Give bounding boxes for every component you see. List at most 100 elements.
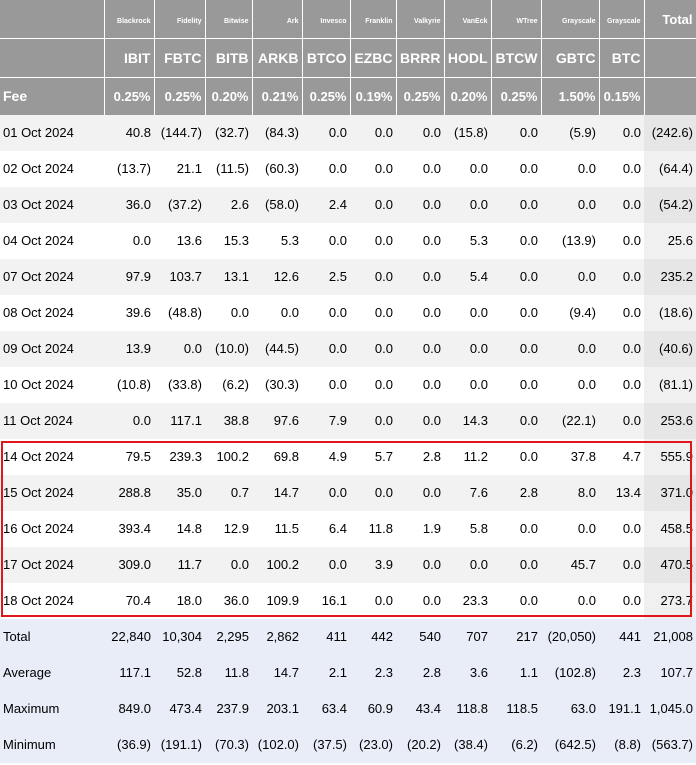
flow-cell: 0.0 (205, 546, 252, 583)
table-row: 16 Oct 2024 393.4 14.8 12.9 11.5 6.4 11.8 1.9 5.… (0, 510, 696, 547)
summary-cell: 63.0 (541, 690, 599, 727)
table-row: 10 Oct 2024 (10.8) (33.8) (6.2) (30.3) 0.0 0.0… (0, 366, 696, 403)
date-cell: 18 Oct 2024 (0, 582, 104, 619)
flow-cell: 13.1 (205, 258, 252, 295)
flow-cell: 0.0 (396, 330, 444, 367)
date-cell: 02 Oct 2024 (0, 150, 104, 187)
ticker-cell (644, 37, 696, 77)
flow-cell: 0.0 (599, 366, 644, 403)
ticker-cell: BTCW (491, 37, 542, 77)
flow-cell: 5.7 (350, 438, 396, 475)
flow-cell: 11.7 (154, 546, 205, 583)
issuer-cell: Franklin (350, 0, 397, 38)
fee-cell: 0.19% (350, 76, 397, 115)
flow-cell: 0.0 (252, 294, 302, 331)
flow-cell: 273.7 (644, 582, 696, 619)
flow-cell: 2.6 (205, 186, 252, 223)
summary-cell: 2.3 (599, 654, 644, 691)
ticker-cell: EZBC (350, 37, 397, 77)
flow-cell: (10.8) (104, 366, 154, 403)
summary-body: Total 22,840 10,304 2,295 2,862 411 442 540 707 2… (0, 618, 696, 763)
summary-cell: (102.8) (541, 654, 599, 691)
flow-cell: 0.0 (491, 258, 541, 295)
flow-cell: 0.0 (350, 366, 396, 403)
flow-cell: 0.0 (444, 366, 491, 403)
flow-cell: (48.8) (154, 294, 205, 331)
summary-label: Maximum (0, 690, 104, 727)
flow-cell: 0.0 (541, 510, 599, 547)
flow-cell: 371.0 (644, 474, 696, 511)
summary-cell: 1,045.0 (644, 690, 696, 727)
flow-cell: 309.0 (104, 546, 154, 583)
flow-cell: 79.5 (104, 438, 154, 475)
flow-cell: 2.5 (302, 258, 350, 295)
flow-cell: 0.0 (350, 186, 396, 223)
summary-cell: (38.4) (444, 726, 491, 763)
flow-cell: 0.0 (350, 114, 396, 151)
flow-cell: 14.3 (444, 402, 491, 439)
summary-cell: (191.1) (154, 726, 205, 763)
flow-cell: (33.8) (154, 366, 205, 403)
flow-cell: 3.9 (350, 546, 396, 583)
ticker-cell (0, 37, 105, 77)
summary-cell: 14.7 (252, 654, 302, 691)
flow-cell: (144.7) (154, 114, 205, 151)
flow-cell: 69.8 (252, 438, 302, 475)
flow-cell: 458.5 (644, 510, 696, 547)
flow-cell: 97.6 (252, 402, 302, 439)
flow-cell: 0.0 (491, 366, 541, 403)
flow-cell: 1.9 (396, 510, 444, 547)
flow-cell: 0.0 (154, 330, 205, 367)
flow-cell: 0.0 (396, 366, 444, 403)
issuer-cell: Blackrock (104, 0, 155, 38)
summary-cell: 217 (491, 618, 541, 655)
flow-cell: 0.0 (491, 546, 541, 583)
flow-cell: 70.4 (104, 582, 154, 619)
flow-cell: 0.0 (541, 330, 599, 367)
flow-cell: 25.6 (644, 222, 696, 259)
flow-cell: 6.4 (302, 510, 350, 547)
summary-cell: 203.1 (252, 690, 302, 727)
flow-cell: 0.0 (599, 294, 644, 331)
flow-cell: 5.3 (252, 222, 302, 259)
summary-cell: (70.3) (205, 726, 252, 763)
flow-cell: 0.0 (350, 294, 396, 331)
fee-cell: 0.25% (154, 76, 206, 115)
flow-cell: 0.0 (350, 222, 396, 259)
flow-cell: 0.0 (302, 150, 350, 187)
date-cell: 04 Oct 2024 (0, 222, 104, 259)
date-cell: 15 Oct 2024 (0, 474, 104, 511)
flow-cell: 97.9 (104, 258, 154, 295)
summary-cell: (563.7) (644, 726, 696, 763)
date-cell: 08 Oct 2024 (0, 294, 104, 331)
ticker-cell: BTCO (302, 37, 351, 77)
table-row: 02 Oct 2024 (13.7) 21.1 (11.5) (60.3) 0.0 0.0 0… (0, 150, 696, 187)
flow-cell: (81.1) (644, 366, 696, 403)
flow-cell: (242.6) (644, 114, 696, 151)
flow-cell: 0.0 (491, 582, 541, 619)
issuer-cell: Grayscale (599, 0, 645, 38)
table-row: 18 Oct 2024 70.4 18.0 36.0 109.9 16.1 0.0 0.0 23… (0, 582, 696, 619)
flow-cell: 0.0 (491, 186, 541, 223)
table-row: 09 Oct 2024 13.9 0.0 (10.0) (44.5) 0.0 0.0 0.0 0… (0, 330, 696, 367)
flow-cell: 0.0 (491, 438, 541, 475)
issuer-cell: Valkyrie (396, 0, 445, 38)
flow-cell: 0.0 (205, 294, 252, 331)
flow-cell: 0.0 (599, 114, 644, 151)
flow-cell: 0.0 (302, 366, 350, 403)
fee-cell: 0.21% (252, 76, 303, 115)
flow-cell: 18.0 (154, 582, 205, 619)
flow-cell: 0.0 (302, 294, 350, 331)
summary-row: Total 22,840 10,304 2,295 2,862 411 442 540 707 2… (0, 618, 696, 655)
summary-cell: 118.8 (444, 690, 491, 727)
summary-cell: 2,295 (205, 618, 252, 655)
summary-cell: 441 (599, 618, 644, 655)
flow-cell: (13.9) (541, 222, 599, 259)
date-cell: 14 Oct 2024 (0, 438, 104, 475)
flow-cell: (22.1) (541, 402, 599, 439)
ticker-cell: BITB (205, 37, 253, 77)
flow-cell: 0.7 (205, 474, 252, 511)
table-row: 08 Oct 2024 39.6 (48.8) 0.0 0.0 0.0 0.0 0.0 0.0 0… (0, 294, 696, 331)
issuer-cell (0, 0, 105, 38)
table-row: 14 Oct 2024 79.5 239.3 100.2 69.8 4.9 5.7 2.8 11… (0, 438, 696, 475)
